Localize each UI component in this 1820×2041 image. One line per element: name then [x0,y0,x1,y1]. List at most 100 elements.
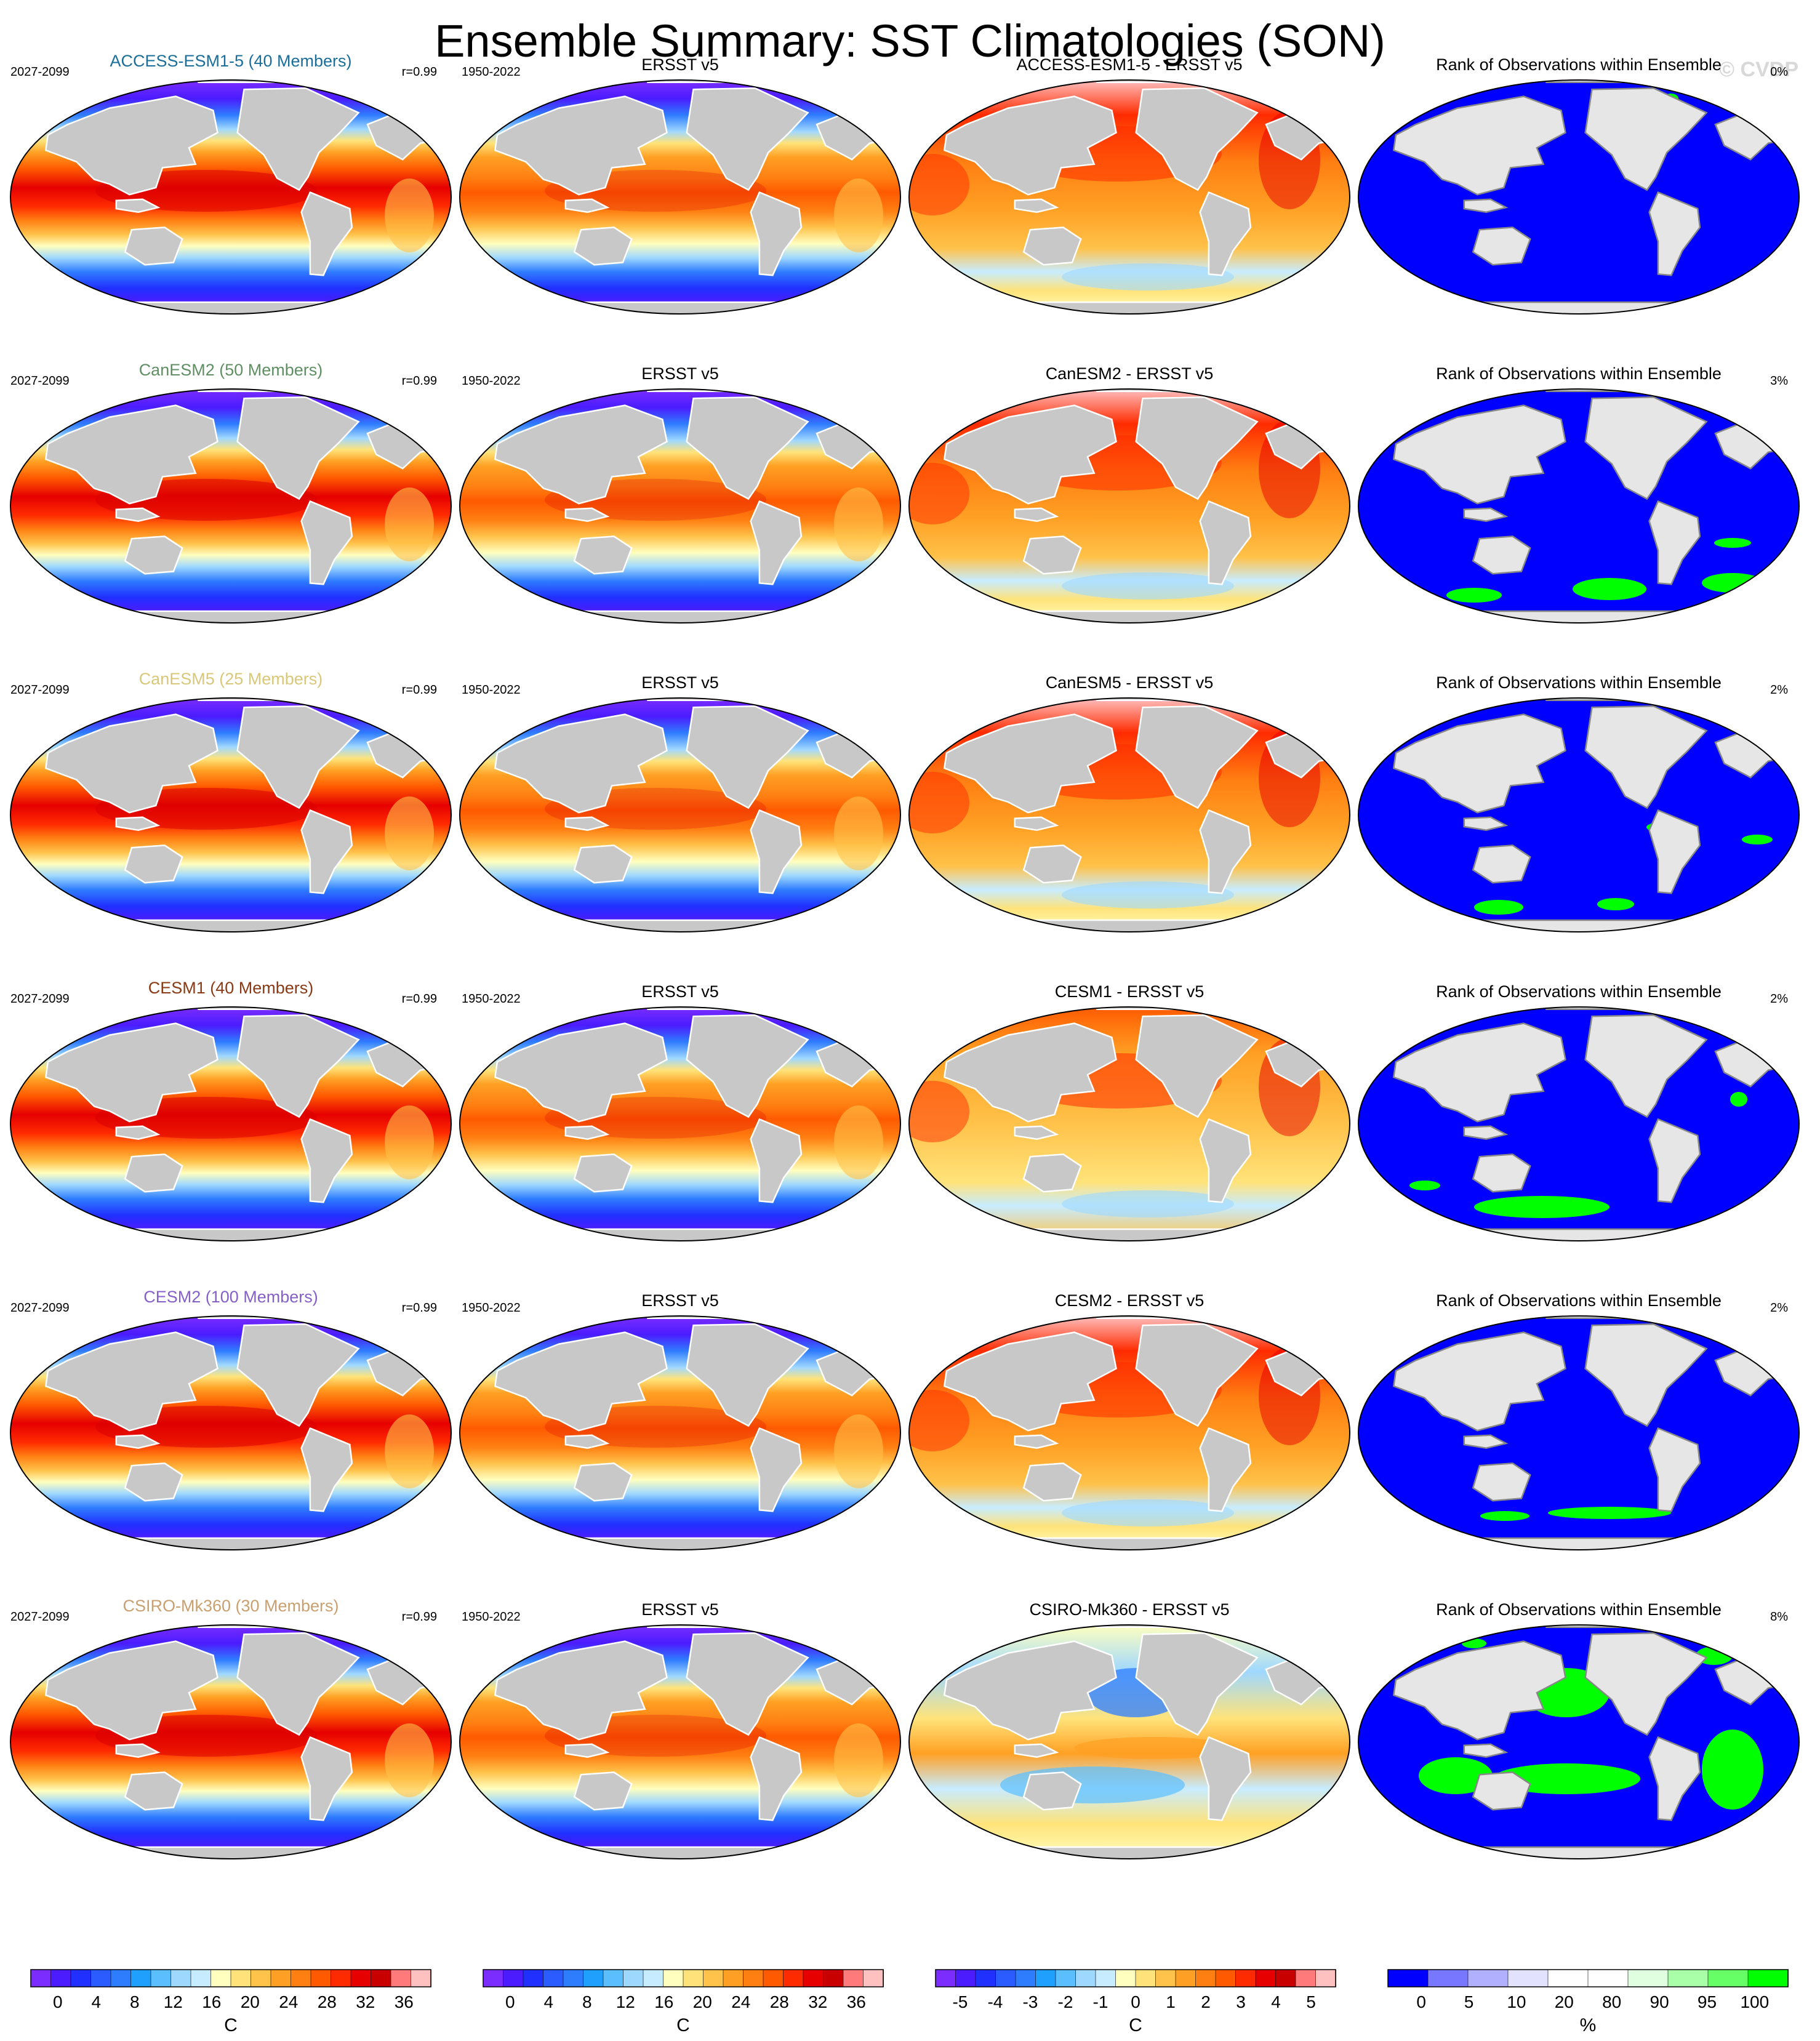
colorbar-tick-label: 0 [505,1992,515,2011]
colorbar-unit-label: C [676,2015,690,2035]
colorbar-tick-label: 24 [731,1992,750,2011]
colorbar-tick-label: 0 [1416,1992,1426,2011]
observation-period-label: 1950-2022 [462,1301,521,1315]
model-name-label: CanESM5 (25 Members) [139,670,323,688]
colorbar-tick-label: 0 [1131,1992,1141,2011]
colorbar-tick-label: 36 [847,1992,866,2011]
colorbar-unit-label: C [1129,2015,1142,2035]
pattern-correlation-label: r=0.99 [402,683,437,697]
colorbar: -5 -4 -3 -2 -1 0 1 2 3 4 5 C [935,1969,1336,2035]
rank-map: Rank of Observations within Ensemble 0% [1358,55,1800,315]
colorbar-swatch [291,1969,311,1987]
model-name-label: CanESM2 (50 Members) [139,361,323,379]
observed-climatology-map: ERSST v5 1950-2022 [459,673,901,932]
cvdp-watermark: © CVDP [1719,58,1798,81]
colorbar-swatch [70,1969,92,1987]
colorbar-swatch [975,1969,996,1987]
colorbar-tick-label: -2 [1058,1992,1073,2011]
observation-period-label: 1950-2022 [462,683,521,697]
colorbar-swatch [563,1969,584,1987]
rank-title-label: Rank of Observations within Ensemble [1436,673,1722,692]
colorbar-tick-label: 2 [1201,1992,1211,2011]
colorbar-tick-label: -5 [952,1992,968,2011]
colorbar-swatch [310,1969,332,1987]
observation-period-label: 1950-2022 [462,1610,521,1624]
colorbar-swatch [603,1969,624,1987]
rank-percent-label: 3% [1770,374,1788,388]
observed-climatology-map: ERSST v5 1950-2022 [459,364,901,624]
colorbar-tick-label: 32 [808,1992,827,2011]
model-climatology-map: CESM2 (100 Members) 2027-2099 r=0.99 [10,1288,452,1550]
model-period-label: 2027-2099 [10,1610,70,1624]
colorbar-swatch [1427,1969,1469,1987]
colorbar-swatch [1235,1969,1256,1987]
colorbar-tick-label: 1 [1166,1992,1176,2011]
observation-period-label: 1950-2022 [462,374,521,388]
colorbar-swatch [843,1969,864,1987]
colorbar-tick-label: 16 [654,1992,673,2011]
colorbar-swatch [1115,1969,1136,1987]
colorbar-tick-label: -3 [1022,1992,1038,2011]
difference-title-label: CanESM5 - ERSST v5 [1046,673,1214,692]
model-period-label: 2027-2099 [10,65,70,79]
colorbar-swatch [210,1969,231,1987]
colorbar-tick-label: 28 [770,1992,789,2011]
colorbar-swatch [30,1969,52,1987]
rank-map: Rank of Observations within Ensemble 2% [1358,673,1800,932]
colorbar-swatch [503,1969,524,1987]
rank-map: Rank of Observations within Ensemble 2% [1358,982,1800,1241]
colorbar-swatch [1547,1969,1589,1987]
colorbar-swatch [523,1969,544,1987]
colorbar-tick-label: 4 [92,1992,102,2011]
colorbar-swatch [823,1969,844,1987]
colorbar-unit-label: % [1580,2015,1597,2035]
colorbar-swatch [935,1969,956,1987]
difference-title-label: CESM1 - ERSST v5 [1055,982,1205,1001]
colorbar-swatch [1587,1969,1629,1987]
colorbar-swatch [803,1969,824,1987]
figure-title: Ensemble Summary: SST Climatologies (SON… [435,15,1385,66]
observation-period-label: 1950-2022 [462,992,521,1006]
colorbar-swatch [1075,1969,1096,1987]
pattern-correlation-label: r=0.99 [402,1610,437,1624]
rank-title-label: Rank of Observations within Ensemble [1436,1600,1722,1619]
colorbar-tick-label: 3 [1236,1992,1246,2011]
colorbar-swatch [623,1969,644,1987]
colorbar-swatch [863,1969,884,1987]
colorbar-swatch [1155,1969,1176,1987]
colorbar-swatch [1627,1969,1669,1987]
difference-map: ACCESS-ESM1-5 - ERSST v5 [908,55,1350,315]
pattern-correlation-label: r=0.99 [402,1301,437,1315]
difference-title-label: ACCESS-ESM1-5 - ERSST v5 [1016,55,1242,74]
observation-name-label: ERSST v5 [641,1600,719,1619]
colorbar-swatch [763,1969,784,1987]
colorbar-tick-label: 28 [318,1992,337,2011]
colorbar-swatch [1387,1969,1429,1987]
model-name-label: CESM2 (100 Members) [143,1288,318,1306]
colorbar-tick-label: 8 [130,1992,140,2011]
model-period-label: 2027-2099 [10,992,70,1006]
colorbar-tick-label: 12 [164,1992,183,2011]
colorbar-tick-label: -1 [1093,1992,1108,2011]
model-period-label: 2027-2099 [10,374,70,388]
colorbar-swatch [583,1969,604,1987]
colorbar-swatch [703,1969,724,1987]
colorbar-unit-label: C [224,2015,238,2035]
observation-name-label: ERSST v5 [641,55,719,74]
rank-map: Rank of Observations within Ensemble 8% [1358,1600,1800,1859]
colorbar-tick-label: 80 [1602,1992,1621,2011]
colorbar-tick-label: 100 [1740,1992,1769,2011]
rank-map: Rank of Observations within Ensemble 2% [1358,1291,1800,1550]
colorbar-tick-label: 8 [582,1992,592,2011]
observation-period-label: 1950-2022 [462,65,521,79]
colorbar-tick-label: 4 [544,1992,554,2011]
observation-name-label: ERSST v5 [641,1291,719,1310]
colorbar-tick-label: 12 [616,1992,635,2011]
colorbar-swatch [995,1969,1016,1987]
observation-name-label: ERSST v5 [641,673,719,692]
colorbar-swatch [1667,1969,1709,1987]
colorbar: 0 4 8 12 16 20 24 28 32 36 C [483,1969,884,2035]
colorbar-tick-label: 4 [1271,1992,1281,2011]
model-period-label: 2027-2099 [10,1301,70,1315]
